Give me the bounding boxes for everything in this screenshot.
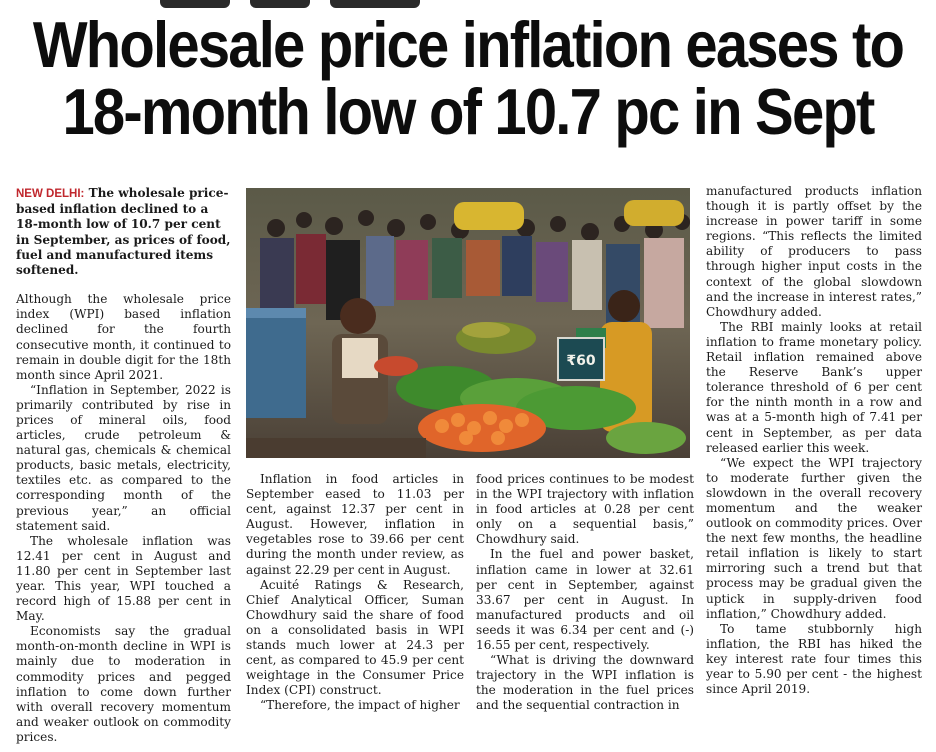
- headline-line-1: Wholesale price inflation eases to: [32, 8, 905, 82]
- dateline: NEW DELHI:: [16, 188, 85, 200]
- vegetable-market-image: ₹60: [246, 188, 690, 458]
- intro-text: The wholesale price-based inflation decl…: [16, 186, 231, 278]
- paragraph: manufactured products inflation though i…: [706, 184, 922, 319]
- article-column-2: Inflation in food articles in September …: [246, 472, 464, 714]
- price-sign-text: ₹60: [566, 353, 595, 369]
- market-photo: ₹60: [246, 188, 690, 458]
- paragraph: food prices continues to be modest in th…: [476, 472, 694, 547]
- paragraph: Economists say the gradual month-on-mont…: [16, 624, 231, 744]
- paragraph: To tame stubbornly high inflation, the R…: [706, 621, 922, 697]
- paragraph: “We expect the WPI trajectory to moderat…: [706, 455, 922, 621]
- paragraph: Acuité Ratings & Research, Chief Analyti…: [246, 577, 464, 698]
- paragraph: Although the wholesale price index (WPI)…: [16, 292, 231, 382]
- article-column-3: food prices continues to be modest in th…: [476, 472, 694, 714]
- paragraph: “What is driving the downward trajectory…: [476, 653, 694, 713]
- intro-paragraph: NEW DELHI: The wholesale price-based inf…: [16, 186, 231, 278]
- paragraph: “Inflation in September, 2022 is primari…: [16, 382, 231, 533]
- headline: Wholesale price inflation eases to 18-mo…: [14, 8, 922, 149]
- paragraph: The RBI mainly looks at retail inflation…: [706, 319, 922, 455]
- paragraph: “Therefore, the impact of higher: [260, 698, 460, 713]
- paragraph: In the fuel and power basket, inflation …: [476, 547, 694, 653]
- previous-article-strip: [0, 0, 936, 14]
- paragraph: Inflation in food articles in September …: [246, 472, 464, 577]
- paragraph: The wholesale inflation was 12.41 per ce…: [16, 533, 231, 624]
- headline-line-2: 18-month low of 10.7 pc in Sept: [62, 75, 875, 149]
- article-column-1: NEW DELHI: The wholesale price-based inf…: [16, 186, 231, 745]
- article-column-4: manufactured products inflation though i…: [706, 184, 922, 697]
